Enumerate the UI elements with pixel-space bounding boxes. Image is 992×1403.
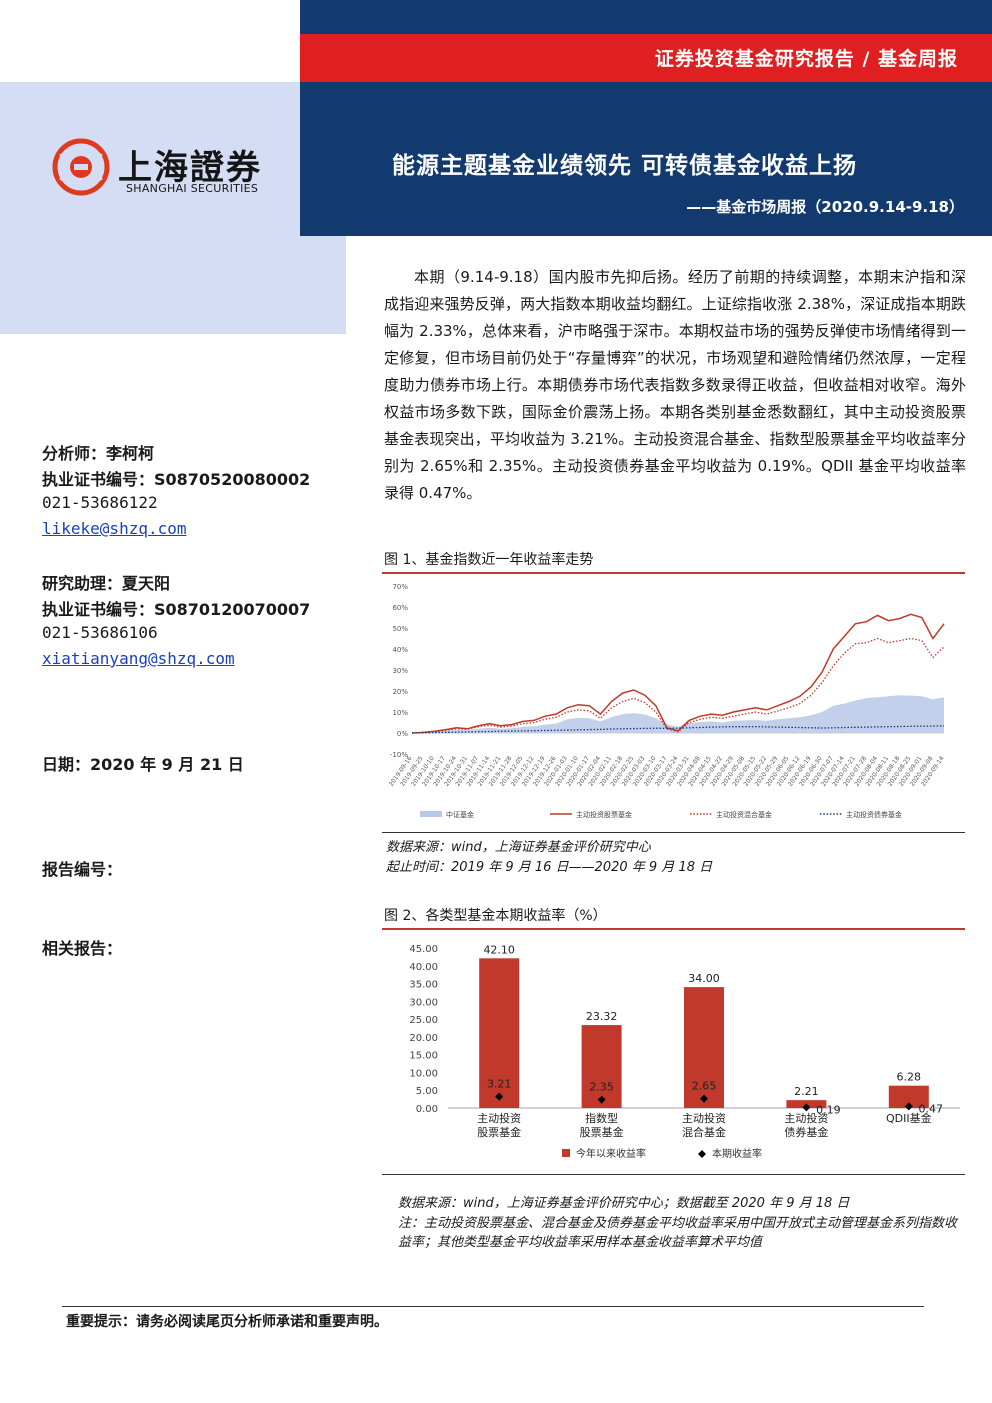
series-line (411, 637, 945, 734)
report-number: 报告编号： (42, 860, 123, 879)
footer-rule (62, 1306, 924, 1307)
marker-value-label: 2.35 (589, 1081, 614, 1094)
category-label: 股票基金 (477, 1125, 521, 1139)
legend-label: 主动投资混合基金 (716, 810, 772, 819)
legend-label: 主动投资债券基金 (846, 810, 902, 819)
report-subtitle: ——基金市场周报（2020.9.14-9.18） (686, 198, 964, 216)
bar-value-label: 34.00 (688, 972, 720, 985)
sidebar-decor-strip (0, 236, 346, 334)
legend-label: 本期收益率 (712, 1147, 762, 1160)
y-tick-label: 10.00 (409, 1068, 438, 1079)
assistant-phone: 021-53686106 (42, 623, 158, 642)
bar (479, 958, 520, 1108)
header-title-band: 能源主题基金业绩领先 可转债基金收益上扬 ——基金市场周报（2020.9.14-… (300, 82, 992, 236)
bar (684, 987, 724, 1108)
legend-swatch (420, 811, 442, 817)
figure1-source: 数据来源：wind，上海证券基金评价研究中心 (386, 840, 651, 855)
series-line (411, 725, 945, 734)
figure2-bottom-rule (382, 1174, 965, 1175)
category-label: 主动投资 (784, 1111, 828, 1125)
category-label: 混合基金 (682, 1125, 726, 1139)
y-tick-label: 35.00 (409, 980, 438, 991)
legend-swatch (698, 1150, 706, 1158)
y-tick-label: 30.00 (409, 997, 438, 1008)
shanghai-securities-logo-icon (52, 138, 110, 196)
y-tick-label: 50% (392, 625, 408, 633)
marker-point (700, 1094, 708, 1103)
footer-disclaimer-note: 重要提示：请务必阅读尾页分析师承诺和重要声明。 (66, 1314, 388, 1330)
category-label: QDII基金 (886, 1111, 932, 1125)
y-tick-label: 10% (392, 709, 408, 717)
summary-paragraph: 本期（9.14-9.18）国内股市先抑后扬。经历了前期的持续调整，本期末沪指和深… (384, 268, 966, 502)
bar (581, 1025, 622, 1108)
bar-value-label: 42.10 (483, 943, 515, 956)
assistant-cert: 执业证书编号：S0870120070007 (42, 600, 311, 619)
y-tick-label: 60% (392, 604, 408, 612)
series-area (412, 695, 944, 733)
marker-point (597, 1095, 606, 1104)
logo-name-en: SHANGHAI SECURITIES (126, 182, 259, 195)
analyst-phone: 021-53686122 (42, 493, 158, 512)
bar-value-label: 2.21 (794, 1085, 819, 1098)
marker-value-label: 3.21 (487, 1078, 512, 1091)
figure2-caption: 图 2、各类型基金本期收益率（%） (384, 908, 607, 924)
figure2-source: 数据来源：wind，上海证券基金评价研究中心；数据截至 2020 年 9 月 1… (398, 1196, 850, 1211)
report-date: 日期：2020 年 9 月 21 日 (42, 755, 244, 774)
bar-value-label: 6.28 (897, 1071, 922, 1084)
legend-label: 主动投资股票基金 (576, 810, 632, 819)
analyst-email-link[interactable]: likeke@shzq.com (42, 519, 187, 538)
header-report-type-band: 证券投资基金研究报告 / 基金周报 (300, 34, 992, 82)
legend-label: 今年以来收益率 (576, 1147, 646, 1160)
figure2-top-rule (382, 928, 965, 930)
marker-value-label: 0.19 (816, 1103, 841, 1116)
figure2-note: 注：主动投资股票基金、混合基金及债券基金平均收益率采用中国开放式主动管理基金系列… (398, 1216, 958, 1250)
series-line (411, 613, 945, 734)
figure1-period: 起止时间：2019 年 9 月 16 日——2020 年 9 月 18 日 (386, 860, 713, 875)
y-tick-label: -10% (390, 751, 408, 759)
logo-area: 上海證券 SHANGHAI SECURITIES (0, 82, 300, 236)
category-label: 债券基金 (784, 1125, 828, 1139)
y-tick-label: 30% (392, 667, 408, 675)
y-tick-label: 40% (392, 646, 408, 654)
legend-label: 中证基金 (446, 810, 474, 819)
marker-point (802, 1103, 811, 1112)
report-type: 证券投资基金研究报告 / 基金周报 (654, 48, 958, 70)
category-label: 股票基金 (580, 1125, 624, 1139)
category-label: 主动投资 (682, 1111, 726, 1125)
figure1-top-rule (382, 572, 965, 574)
figure1-caption: 图 1、基金指数近一年收益率走势 (384, 552, 594, 568)
y-tick-label: 20% (392, 688, 408, 696)
y-tick-label: 0% (397, 730, 408, 738)
logo-name-cn: 上海證券 (118, 148, 262, 188)
figure1-bottom-rule (382, 832, 965, 833)
fund-index-line-chart: 70%60%50%40%30%20%10%0%-10%2019-09-16201… (388, 583, 946, 819)
category-label: 指数型 (585, 1111, 618, 1125)
y-tick-label: 25.00 (409, 1015, 438, 1026)
marker-value-label: 2.65 (692, 1080, 717, 1093)
marker-value-label: 0.47 (919, 1102, 944, 1115)
header-top-band (300, 0, 992, 34)
category-label: 主动投资 (477, 1111, 521, 1125)
analyst-cert: 执业证书编号：S0870520080002 (42, 470, 311, 489)
related-reports: 相关报告： (42, 939, 123, 958)
y-tick-label: 0.00 (416, 1104, 438, 1115)
report-title: 能源主题基金业绩领先 可转债基金收益上扬 (392, 153, 858, 179)
y-tick-label: 40.00 (409, 962, 438, 973)
legend-swatch (562, 1149, 570, 1157)
marker-point (904, 1102, 913, 1111)
bar (888, 1085, 929, 1108)
assistant-name: 研究助理：夏天阳 (42, 574, 171, 593)
marker-point (495, 1092, 504, 1101)
analyst-name: 分析师：李柯柯 (42, 444, 155, 463)
assistant-email-link[interactable]: xiatianyang@shzq.com (42, 649, 235, 668)
y-tick-label: 70% (392, 583, 408, 591)
y-tick-label: 15.00 (409, 1051, 438, 1062)
y-tick-label: 20.00 (409, 1033, 438, 1044)
fund-type-return-bar-chart: 45.00 40.00 35.00 30.00 25.00 20.00 15.00 10.00… (409, 943, 960, 1160)
y-tick-label: 45.00 (409, 944, 438, 955)
bar-value-label: 23.32 (586, 1010, 618, 1023)
y-tick-label: 5.00 (416, 1086, 438, 1097)
